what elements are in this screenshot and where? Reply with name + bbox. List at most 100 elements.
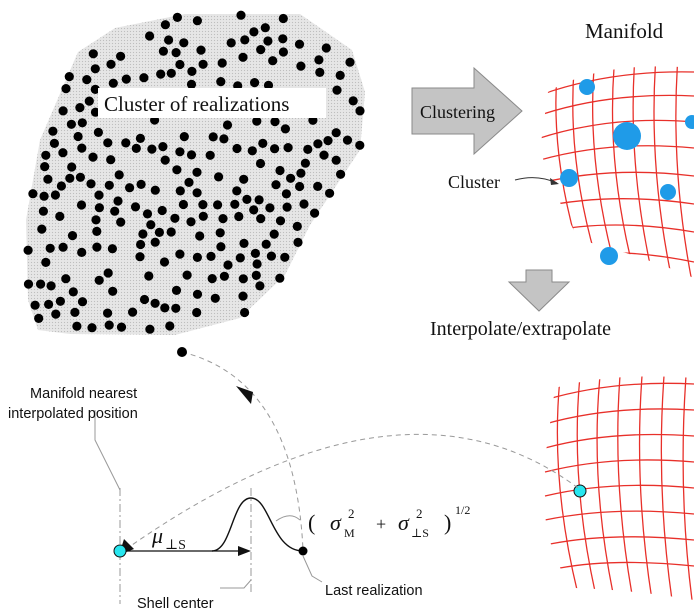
realization-dot [46, 281, 56, 291]
realization-dot [58, 242, 68, 252]
realization-dot [342, 135, 353, 145]
realization-dot [222, 120, 233, 130]
realization-dot [310, 208, 320, 218]
realization-dot [139, 73, 149, 83]
realization-dot [198, 200, 208, 210]
realization-dot [48, 126, 58, 136]
realization-dot [213, 200, 223, 210]
realization-dot [50, 190, 61, 200]
realization-dot [299, 199, 309, 209]
realization-dot [269, 229, 279, 239]
cluster-label: Cluster [448, 172, 500, 192]
realization-dot [90, 64, 100, 74]
realization-dot [242, 194, 252, 204]
realization-dot [171, 48, 181, 58]
realization-dot [104, 320, 114, 330]
realization-dot [150, 237, 160, 247]
realization-dot [250, 78, 260, 88]
realization-dot [178, 199, 188, 210]
realization-dot [90, 84, 100, 94]
realization-dot [64, 72, 74, 82]
realization-dot [108, 78, 118, 88]
realization-dot [142, 209, 153, 219]
realization-dot [295, 181, 305, 192]
realization-dot [321, 43, 331, 53]
manifold-nearest-leader [94, 410, 121, 491]
realization-dot [249, 27, 259, 37]
realization-dot [121, 74, 131, 84]
realization-dot [239, 238, 249, 248]
realization-dot [30, 300, 40, 310]
realization-dot [325, 188, 335, 198]
realization-dot [270, 117, 280, 127]
realization-dot [265, 203, 275, 213]
realization-dot [315, 67, 325, 77]
mu-arrowhead [238, 546, 251, 556]
cluster-node [685, 115, 694, 129]
realization-dot [166, 227, 176, 237]
realization-dot [198, 211, 208, 221]
realization-dot [175, 249, 185, 259]
realization-dot [331, 155, 341, 165]
realization-dot [256, 214, 266, 224]
realization-dot [296, 168, 306, 178]
realization-dot [138, 229, 148, 239]
realization-dot [121, 138, 131, 148]
realization-dot [255, 158, 266, 169]
formula-close-paren: ) [444, 510, 451, 535]
realization-dot [166, 68, 176, 78]
realization-dot [150, 298, 160, 308]
realization-dot [165, 321, 175, 331]
realization-dot [154, 227, 164, 237]
realization-dot [131, 143, 141, 153]
formula-half-power: 1/2 [455, 503, 470, 517]
realization-dot [192, 252, 202, 262]
realization-dot [281, 189, 291, 199]
realization-dot [158, 142, 168, 152]
realization-dot [94, 203, 104, 213]
realization-dot [58, 148, 68, 158]
realization-dot [70, 307, 80, 317]
realization-dot [252, 116, 262, 126]
realization-dot [72, 321, 82, 331]
last-realization-leader [302, 555, 323, 583]
realization-dot [67, 162, 77, 172]
realization-dot [106, 59, 116, 69]
sigma-s-symbol: σ [398, 510, 410, 535]
realization-dot [41, 257, 51, 267]
realization-dot [300, 158, 310, 168]
realization-dot [255, 281, 265, 291]
realization-dot [313, 181, 323, 191]
realization-dot [240, 35, 250, 45]
realization-dot [186, 79, 197, 89]
interpolation-arc [121, 433, 579, 553]
formula-plus: + [376, 514, 386, 534]
sigma-m-power: 2 [348, 506, 355, 521]
realization-dot [348, 96, 358, 106]
realization-dot [164, 35, 174, 45]
realization-dot [296, 61, 306, 71]
realization-dot [44, 299, 54, 309]
realization-dot [294, 39, 305, 49]
realization-dot [88, 152, 98, 162]
realization-dot [251, 270, 261, 280]
realization-dot [331, 128, 341, 138]
cluster-pointer-head [550, 178, 559, 185]
realization-dot [90, 107, 101, 117]
realization-dot [66, 119, 76, 129]
realization-dot [335, 70, 345, 80]
cluster-node [600, 247, 618, 265]
realization-dot [271, 180, 281, 190]
realization-dot [104, 180, 114, 190]
realization-dot [266, 251, 276, 261]
realization-dot [36, 279, 46, 289]
realization-dot [116, 322, 127, 332]
realization-dot [145, 324, 155, 334]
realization-dot [280, 252, 290, 262]
realization-dot [75, 103, 85, 113]
last-realization-dot [298, 546, 308, 556]
shell-center-label: Shell center [137, 596, 214, 612]
realization-dot [261, 239, 271, 249]
realization-dot [332, 85, 342, 95]
realization-dot [192, 167, 202, 177]
